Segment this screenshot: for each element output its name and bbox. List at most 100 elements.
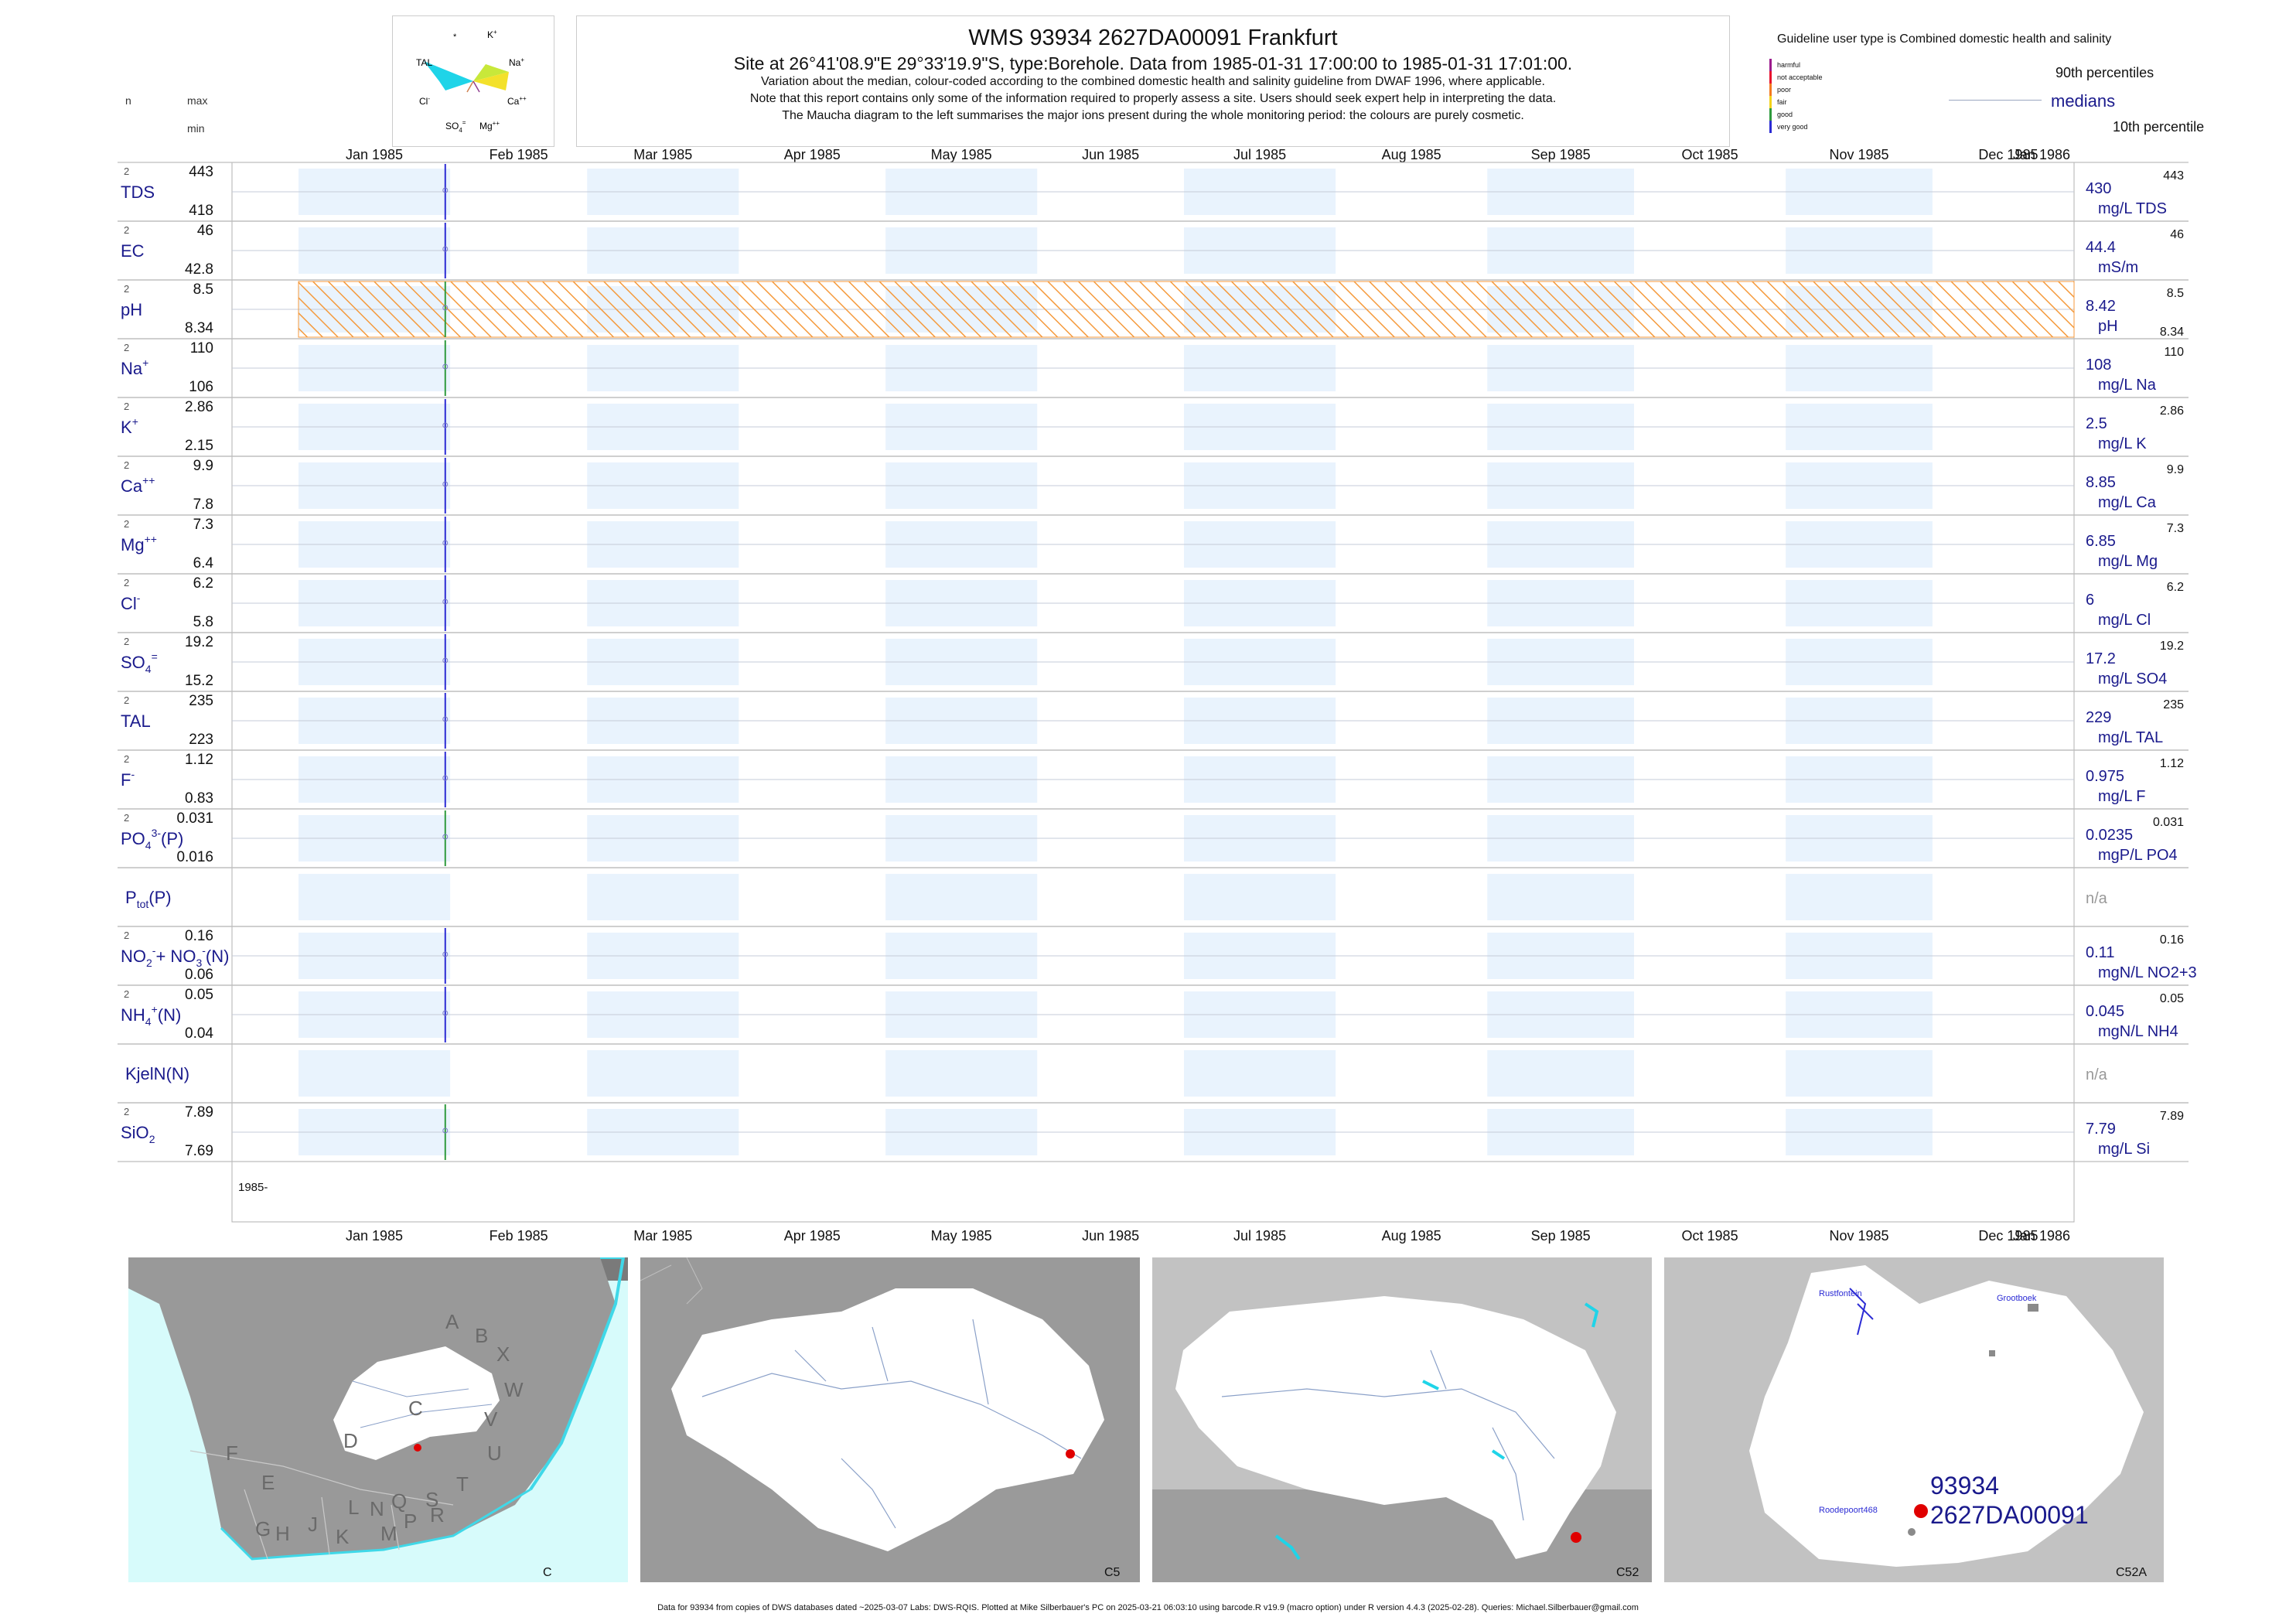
n-value-ca: 2 <box>124 459 129 471</box>
max-value-no: 0.16 <box>185 928 213 944</box>
min-value-k: 2.15 <box>185 438 213 454</box>
param-label-po4: PO43-(P) <box>121 827 183 851</box>
legend-level-2: poor <box>1777 86 1791 94</box>
legend-level-5: very good <box>1777 123 1808 131</box>
x-tick-bottom-11: Dec 1985 <box>1978 1228 2038 1244</box>
map-c-region-M: M <box>380 1522 397 1545</box>
guideline-band-ph <box>298 281 2075 338</box>
map-c52a-place-roodepoort: Roodepoort468 <box>1819 1506 1878 1515</box>
sample-point-cl <box>442 599 449 605</box>
max-value-ca: 9.9 <box>193 458 213 474</box>
series-row-sio2: 2 7.89 7.69 SiO2 7.79 mg/L Si 7.89 <box>118 1102 2189 1162</box>
map-c-region-W: W <box>504 1378 524 1401</box>
map-c-label: C <box>543 1566 552 1579</box>
n-value-sio2: 2 <box>124 1106 129 1117</box>
legend-swatch-1 <box>1769 71 1772 84</box>
n-value-f: 2 <box>124 753 129 765</box>
map-c52a-place-grootboek: Grootboek <box>1997 1294 2037 1303</box>
map-c-rivers <box>352 1380 493 1428</box>
map-c52a-label: C52A <box>2116 1566 2147 1579</box>
month-shade-kjel-0 <box>299 1050 451 1097</box>
param-label-tal: TAL <box>121 711 151 731</box>
unit-label-ca: mg/L Ca <box>2098 494 2157 511</box>
maucha-label-na: Na+ <box>509 56 524 68</box>
legend-median-line <box>1949 100 2042 101</box>
median-value-na: 108 <box>2086 357 2111 374</box>
map-c-region-B: B <box>475 1324 488 1347</box>
median-value-mg: 6.85 <box>2086 533 2116 550</box>
site-line: Site at 26°41'08.9"E 29°33'19.9"S, type:… <box>733 53 1573 73</box>
note-2: Note that this report contains only some… <box>749 92 1557 105</box>
max-value-f: 1.12 <box>185 752 213 768</box>
median-value-ca: 8.85 <box>2086 474 2116 491</box>
sample-point-ca <box>442 481 449 487</box>
median-value-tds: 430 <box>2086 180 2111 197</box>
median-value-f: 0.975 <box>2086 768 2124 785</box>
map-c52a-catchment <box>1749 1265 2144 1567</box>
maucha-diagram: * K+ TAL Na+ Cl- Ca++ SO4= Mg++ <box>392 15 554 147</box>
median-value-cl: 6 <box>2086 592 2094 609</box>
legend-swatch-2 <box>1769 84 1772 96</box>
min-value-ph: 8.34 <box>185 320 213 336</box>
median-value-k: 2.5 <box>2086 415 2107 432</box>
max-value-k: 2.86 <box>185 399 213 415</box>
sample-point-k <box>442 422 449 428</box>
p90-value-po4: 0.031 <box>2153 816 2184 829</box>
max-value-tal: 235 <box>189 693 213 709</box>
map-c-region-C: C <box>408 1397 423 1420</box>
legend-level-0: harmful <box>1777 61 1800 69</box>
unit-label-sio2: mg/L Si <box>2098 1141 2150 1158</box>
n-value-k: 2 <box>124 401 129 412</box>
x-tick-top-0: Jan 1985 <box>346 147 403 162</box>
x-tick-top-9: Oct 1985 <box>1682 147 1738 162</box>
month-shade-kjel-6 <box>1184 1050 1336 1097</box>
x-tick-bottom-0: Jan 1985 <box>346 1228 403 1244</box>
sample-point-na <box>442 363 449 370</box>
month-shade-ptot-2 <box>587 874 739 920</box>
sample-point-mg <box>442 540 449 546</box>
unit-label-nh4: mgN/L NH4 <box>2098 1023 2178 1040</box>
max-value-nh4: 0.05 <box>185 987 213 1003</box>
x-tick-bottom-2: Mar 1985 <box>633 1228 692 1244</box>
unit-label-mg: mg/L Mg <box>2098 553 2158 570</box>
map-c-boundaries <box>189 1450 454 1560</box>
param-label-mg: Mg++ <box>121 533 157 554</box>
map-c5-svg: C5 <box>640 1257 1121 1579</box>
min-value-ca: 7.8 <box>193 496 213 513</box>
unit-label-po4: mgP/L PO4 <box>2098 847 2178 864</box>
unit-label-no: mgN/L NO2+3 <box>2098 964 2197 981</box>
sample-point-ph <box>442 305 449 311</box>
col-header-max: max <box>187 94 208 107</box>
n-value-nh4: 2 <box>124 988 129 1000</box>
unit-label-so4: mg/L SO4 <box>2098 670 2167 687</box>
map-c-region-K: K <box>336 1525 350 1548</box>
unit-label-na: mg/L Na <box>2098 377 2157 394</box>
x-tick-bottom-9: Oct 1985 <box>1682 1228 1738 1244</box>
min-value-ec: 42.8 <box>185 261 213 278</box>
map-c52a-streams <box>1849 1288 1874 1336</box>
min-value-no: 0.06 <box>185 967 213 983</box>
p90-value-ph: 8.5 <box>2167 287 2184 300</box>
map-c52a-site-id: 93934 <box>1930 1472 1999 1499</box>
series-row-so4: 2 19.2 15.2 SO4= 17.2 mg/L SO4 19.2 <box>118 632 2189 692</box>
footer: Data for 93934 from copies of DWS databa… <box>657 1603 1639 1612</box>
map-c52a-svg: Rustfontein Grootboek Roodepoort468 9393… <box>1664 1257 2164 1582</box>
month-shade-kjel-10 <box>1786 1050 1933 1097</box>
legend-p90: 90th percentiles <box>2055 65 2154 80</box>
sample-point-no <box>442 951 449 957</box>
maucha-svg: * K+ TAL Na+ Cl- Ca++ SO4= Mg++ <box>416 29 527 134</box>
legend-level-3: fair <box>1777 98 1787 106</box>
param-label-ph: pH <box>121 300 142 319</box>
month-shade-ptot-4 <box>885 874 1038 920</box>
median-value-ptot: n/a <box>2086 890 2108 907</box>
col-header-n: n <box>125 94 131 107</box>
map-c5-label: C5 <box>1104 1566 1121 1579</box>
map-c-region-L: L <box>348 1496 359 1519</box>
max-value-tds: 443 <box>189 164 213 180</box>
legend-level-1: not acceptable <box>1777 73 1823 81</box>
unit-label-cl: mg/L Cl <box>2098 612 2151 629</box>
map-c-region-F: F <box>226 1441 238 1465</box>
n-value-no: 2 <box>124 930 129 941</box>
sample-point-f <box>442 775 449 781</box>
